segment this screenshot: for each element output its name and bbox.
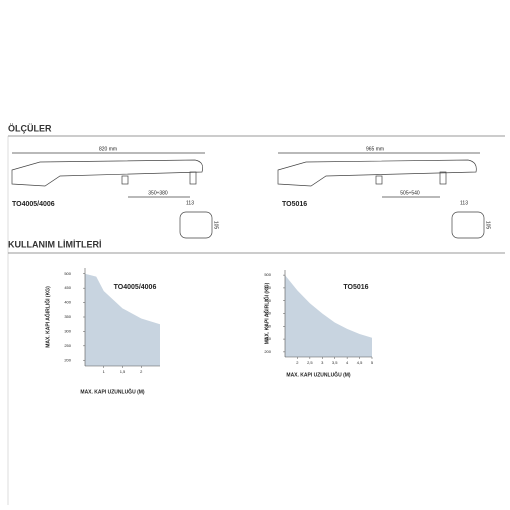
y-axis-label: MAX. KAPI AĞIRLIĞI (KG): [262, 282, 270, 344]
y-tick-label: 200: [264, 349, 271, 354]
y-tick-label: 350: [264, 311, 271, 316]
x-axis-label: MAX. KAPI UZUNLUĞU (M): [286, 370, 350, 378]
y-tick-label: 250: [64, 343, 71, 348]
x-tick-label: 4,5: [357, 360, 363, 365]
section-title: ÖLÇÜLER: [8, 123, 52, 133]
drawing-1: 820 mm 350÷380 TO4005/4006 113 105: [11, 146, 219, 239]
area: [285, 275, 372, 357]
x-tick-label: 3: [321, 360, 324, 365]
chart-title: TO4005/4006: [114, 284, 157, 291]
x-tick-label: 2: [296, 360, 299, 365]
dimension: 820 mm: [99, 146, 117, 152]
dimension: 105: [485, 221, 491, 230]
drawing-2: 965 mm 505÷540 TO5016 113 105: [277, 146, 491, 239]
section-title: KULLANIM LİMİTLERİ: [8, 239, 102, 249]
model-label: TO5016: [282, 201, 307, 208]
y-tick-label: 450: [264, 285, 271, 290]
dimension: 113: [186, 200, 194, 206]
model-label: TO4005/4006: [12, 201, 55, 208]
x-tick-label: 2: [140, 369, 143, 374]
y-tick-label: 500: [264, 272, 271, 277]
x-tick-label: 4: [346, 360, 349, 365]
dimension: 105: [213, 221, 219, 230]
y-tick-label: 400: [264, 298, 271, 303]
x-tick-label: 5: [371, 360, 374, 365]
x-axis-label: MAX. KAPI UZUNLUĞU (M): [80, 387, 144, 395]
dimension: 965 mm: [366, 146, 384, 152]
y-axis-label: MAX. KAPI AĞIRLIĞI (KG): [43, 286, 51, 348]
x-tick-label: 1,5: [120, 369, 126, 374]
x-tick-label: 3,5: [332, 360, 338, 365]
dimension: 113: [460, 200, 468, 206]
chart-title: TO5016: [343, 284, 368, 291]
y-tick-label: 300: [64, 328, 71, 333]
dimension: 350÷380: [148, 190, 168, 196]
dimension: 505÷540: [400, 190, 420, 196]
y-tick-label: 450: [64, 285, 71, 290]
x-tick-label: 2,5: [307, 360, 313, 365]
y-tick-label: 400: [64, 300, 71, 305]
y-tick-label: 250: [264, 336, 271, 341]
x-tick-label: 1: [103, 369, 106, 374]
y-tick-label: 350: [64, 314, 71, 319]
y-tick-label: 200: [64, 357, 71, 362]
area: [85, 273, 160, 366]
y-tick-label: 500: [64, 271, 71, 276]
y-tick-label: 300: [264, 323, 271, 328]
